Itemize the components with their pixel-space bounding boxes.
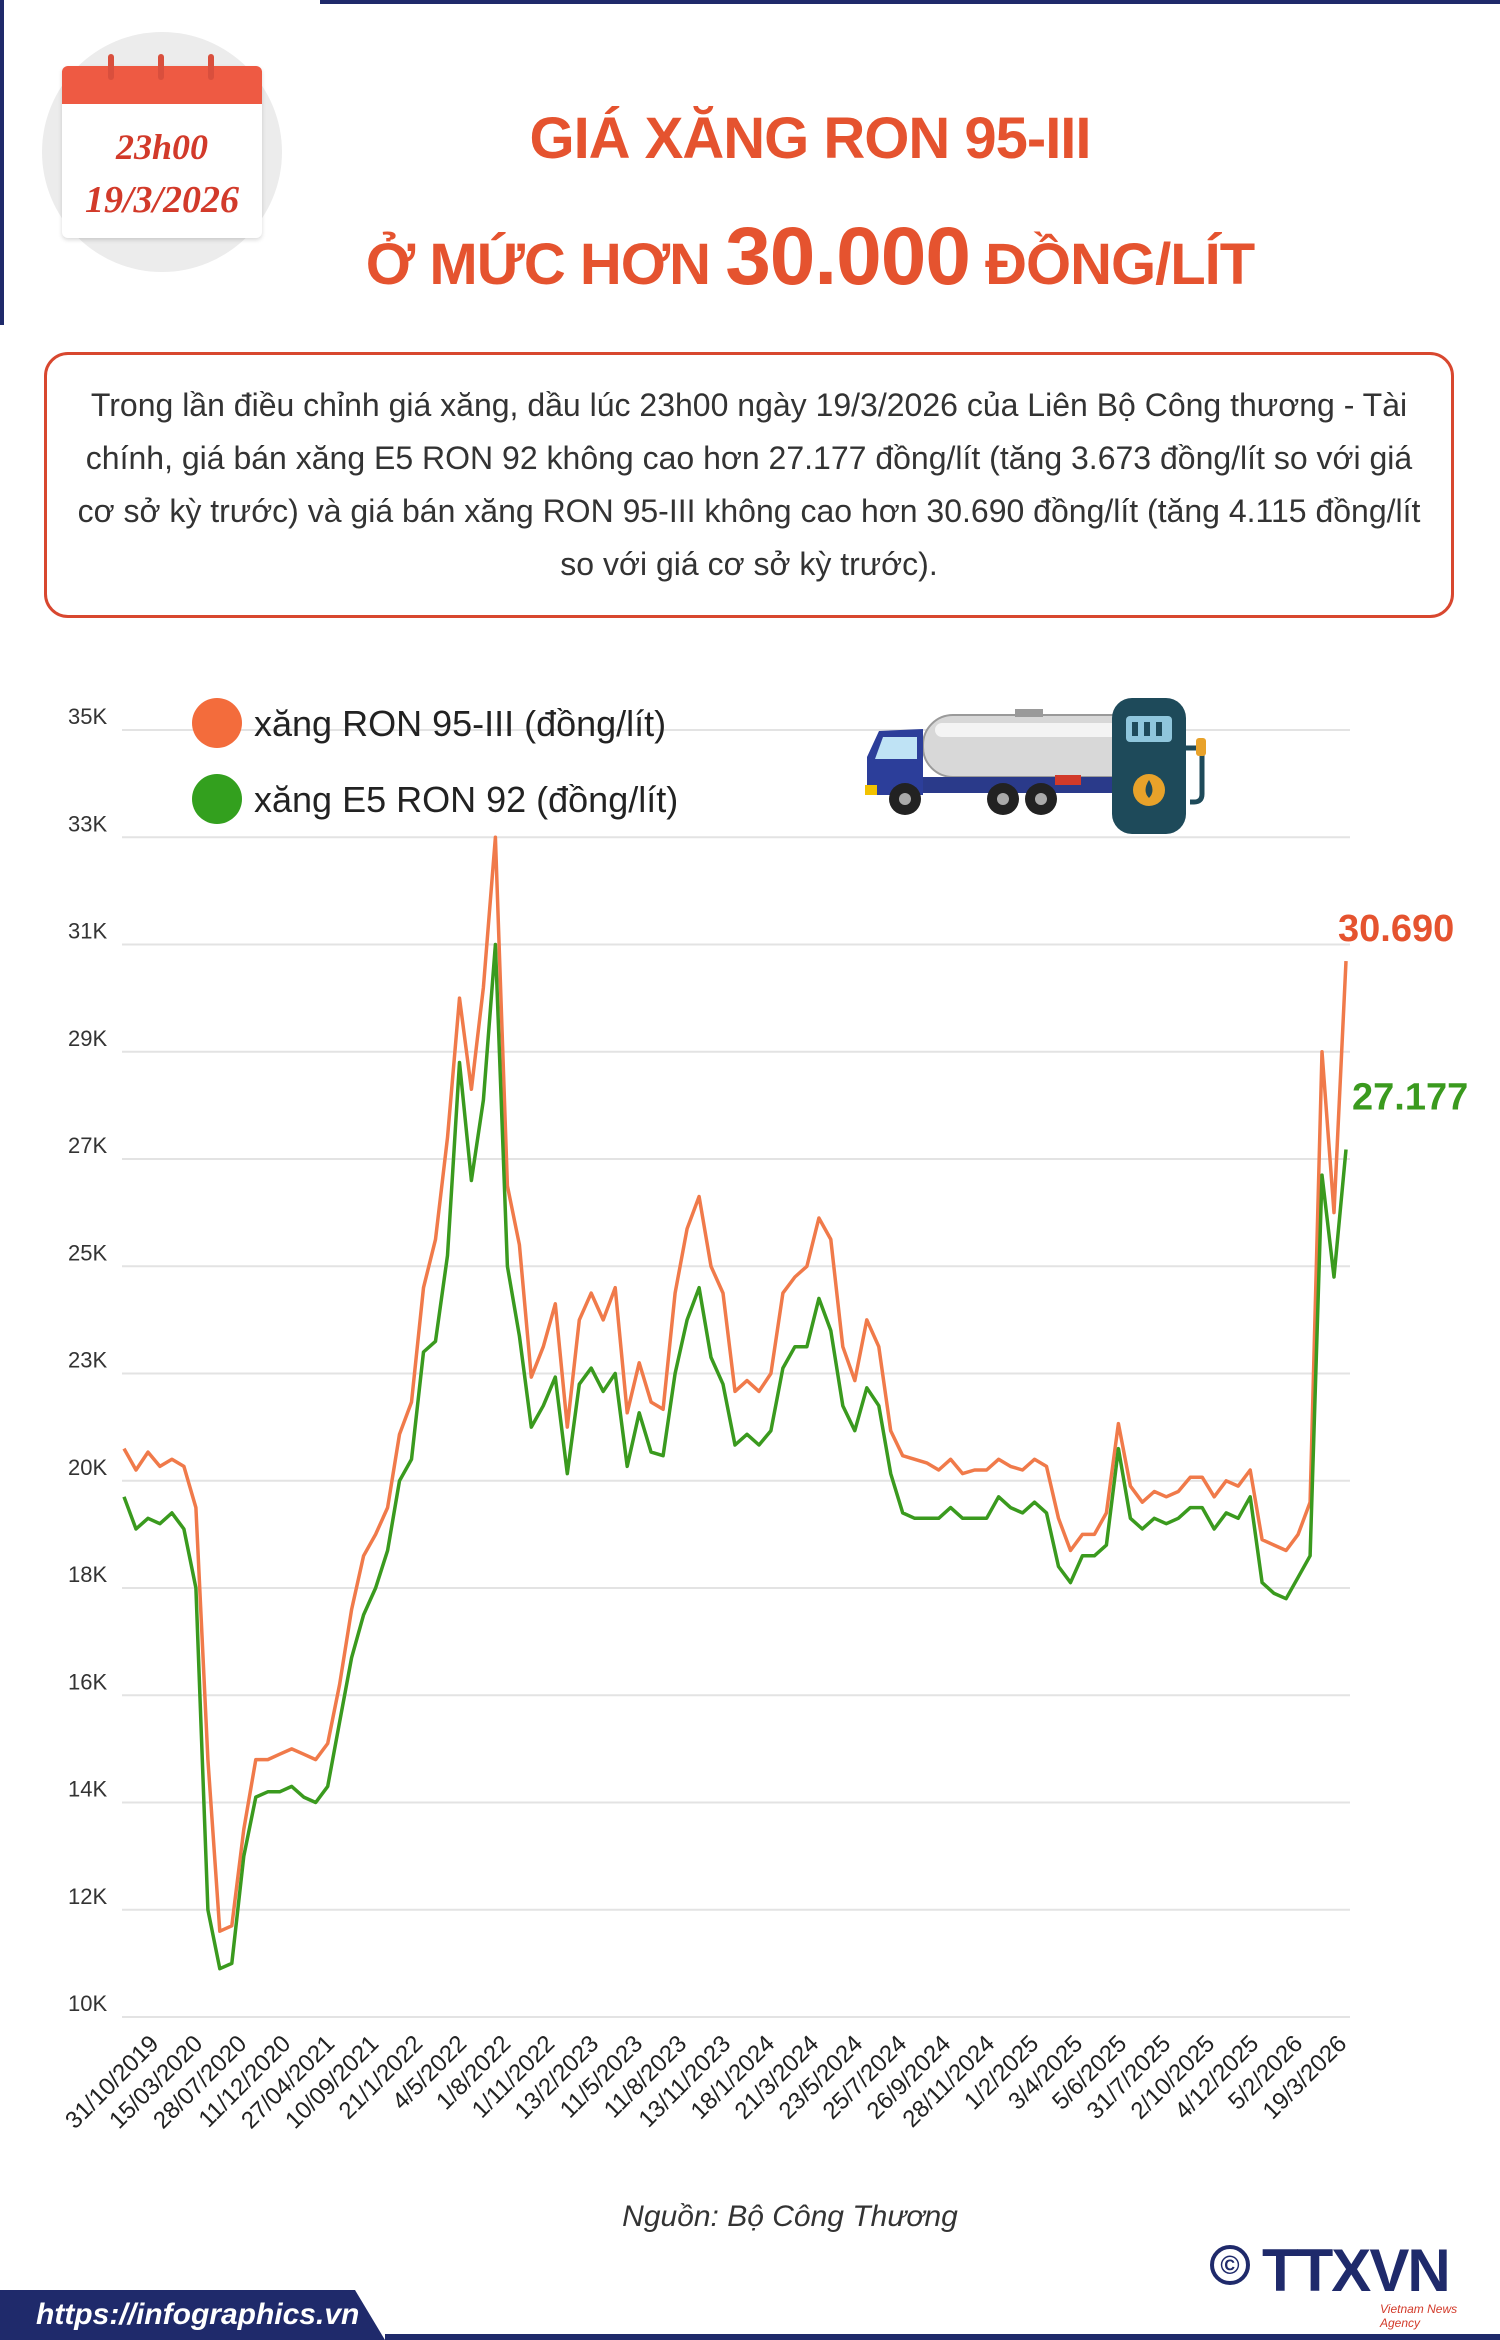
summary-text: Trong lần điều chỉnh giá xăng, dầu lúc 2…: [77, 387, 1421, 582]
calendar-card: 23h00 19/3/2026: [62, 54, 262, 238]
end-label-ron95: 30.690: [1338, 908, 1454, 950]
y-tick-label: 18K: [68, 1562, 107, 1587]
y-tick-label: 14K: [68, 1777, 107, 1802]
series-line-e5ron92: [122, 942, 1348, 1971]
chart-series: 30.690 27.177: [122, 835, 1468, 1971]
fuel-pump-icon: [1112, 698, 1206, 834]
y-tick-label: 35K: [68, 704, 107, 729]
ttxvn-logo: TTXVN: [1262, 2237, 1451, 2304]
legend-label-ron95: xăng RON 95-III (đồng/lít): [254, 703, 666, 744]
y-axis-labels: 10K 12K 14K 16K 18K 20K 23K 25K 27K 29K 31K 33K 35K: [68, 704, 107, 2016]
title-pre: Ở MỨC HƠN: [365, 232, 726, 297]
y-tick-label: 23K: [68, 1348, 107, 1373]
title-post: ĐỒNG/LÍT: [970, 232, 1255, 297]
calendar-date: 19/3/2026: [84, 179, 240, 221]
source-note: Nguồn: Bộ Công Thương: [622, 2200, 958, 2233]
y-tick-label: 16K: [68, 1669, 107, 1694]
top-rule: [320, 0, 1500, 4]
series-line-ron95: [122, 835, 1348, 1933]
footer-url-link[interactable]: https://infographics.vn: [36, 2298, 360, 2331]
logo-subtitle: Vietnam News Agency: [1380, 2302, 1458, 2330]
legend-marker-e5ron92: [192, 774, 242, 824]
x-axis-labels: 31/10/201915/03/202028/07/202011/12/2020…: [60, 2030, 1352, 2134]
page-title-line2: Ở MỨC HƠN 30.000 ĐỒNG/LÍT: [320, 210, 1300, 304]
y-tick-label: 31K: [68, 919, 107, 944]
footer-line: [385, 2334, 1500, 2340]
legend-marker-ron95: [192, 698, 242, 748]
y-tick-label: 25K: [68, 1240, 107, 1265]
y-tick-label: 20K: [68, 1455, 107, 1480]
tanker-truck-icon: [865, 709, 1145, 815]
calendar-ring-icon: [108, 54, 114, 80]
y-tick-label: 12K: [68, 1884, 107, 1909]
footer-url-bar: https://infographics.vn: [0, 2290, 385, 2340]
left-rule: [0, 0, 4, 325]
price-line-chart: 10K12K14K16K18K20K23K25K27K29K31K33K35K …: [60, 698, 1468, 2134]
calendar-ring-icon: [158, 54, 164, 80]
legend-label-e5ron92: xăng E5 RON 92 (đồng/lít): [254, 779, 678, 820]
y-tick-label: 29K: [68, 1026, 107, 1051]
chart-legend: xăng RON 95-III (đồng/lít) xăng E5 RON 92…: [192, 698, 678, 824]
y-tick-label: 27K: [68, 1133, 107, 1158]
y-tick-label: 10K: [68, 1991, 107, 2016]
copyright-icon: ©: [1210, 2245, 1250, 2285]
end-label-e5ron92: 27.177: [1352, 1077, 1468, 1119]
y-tick-label: 33K: [68, 811, 107, 836]
chart-grid: [122, 729, 1350, 2018]
page-title-line1: GIÁ XĂNG RON 95-III: [529, 106, 1091, 171]
summary-box: Trong lần điều chỉnh giá xăng, dầu lúc 2…: [44, 352, 1454, 618]
calendar-time: 23h00: [115, 127, 209, 167]
title-highlight-number: 30.000: [725, 211, 971, 302]
calendar-badge: 23h00 19/3/2026: [42, 32, 282, 272]
calendar-ring-icon: [208, 54, 214, 80]
